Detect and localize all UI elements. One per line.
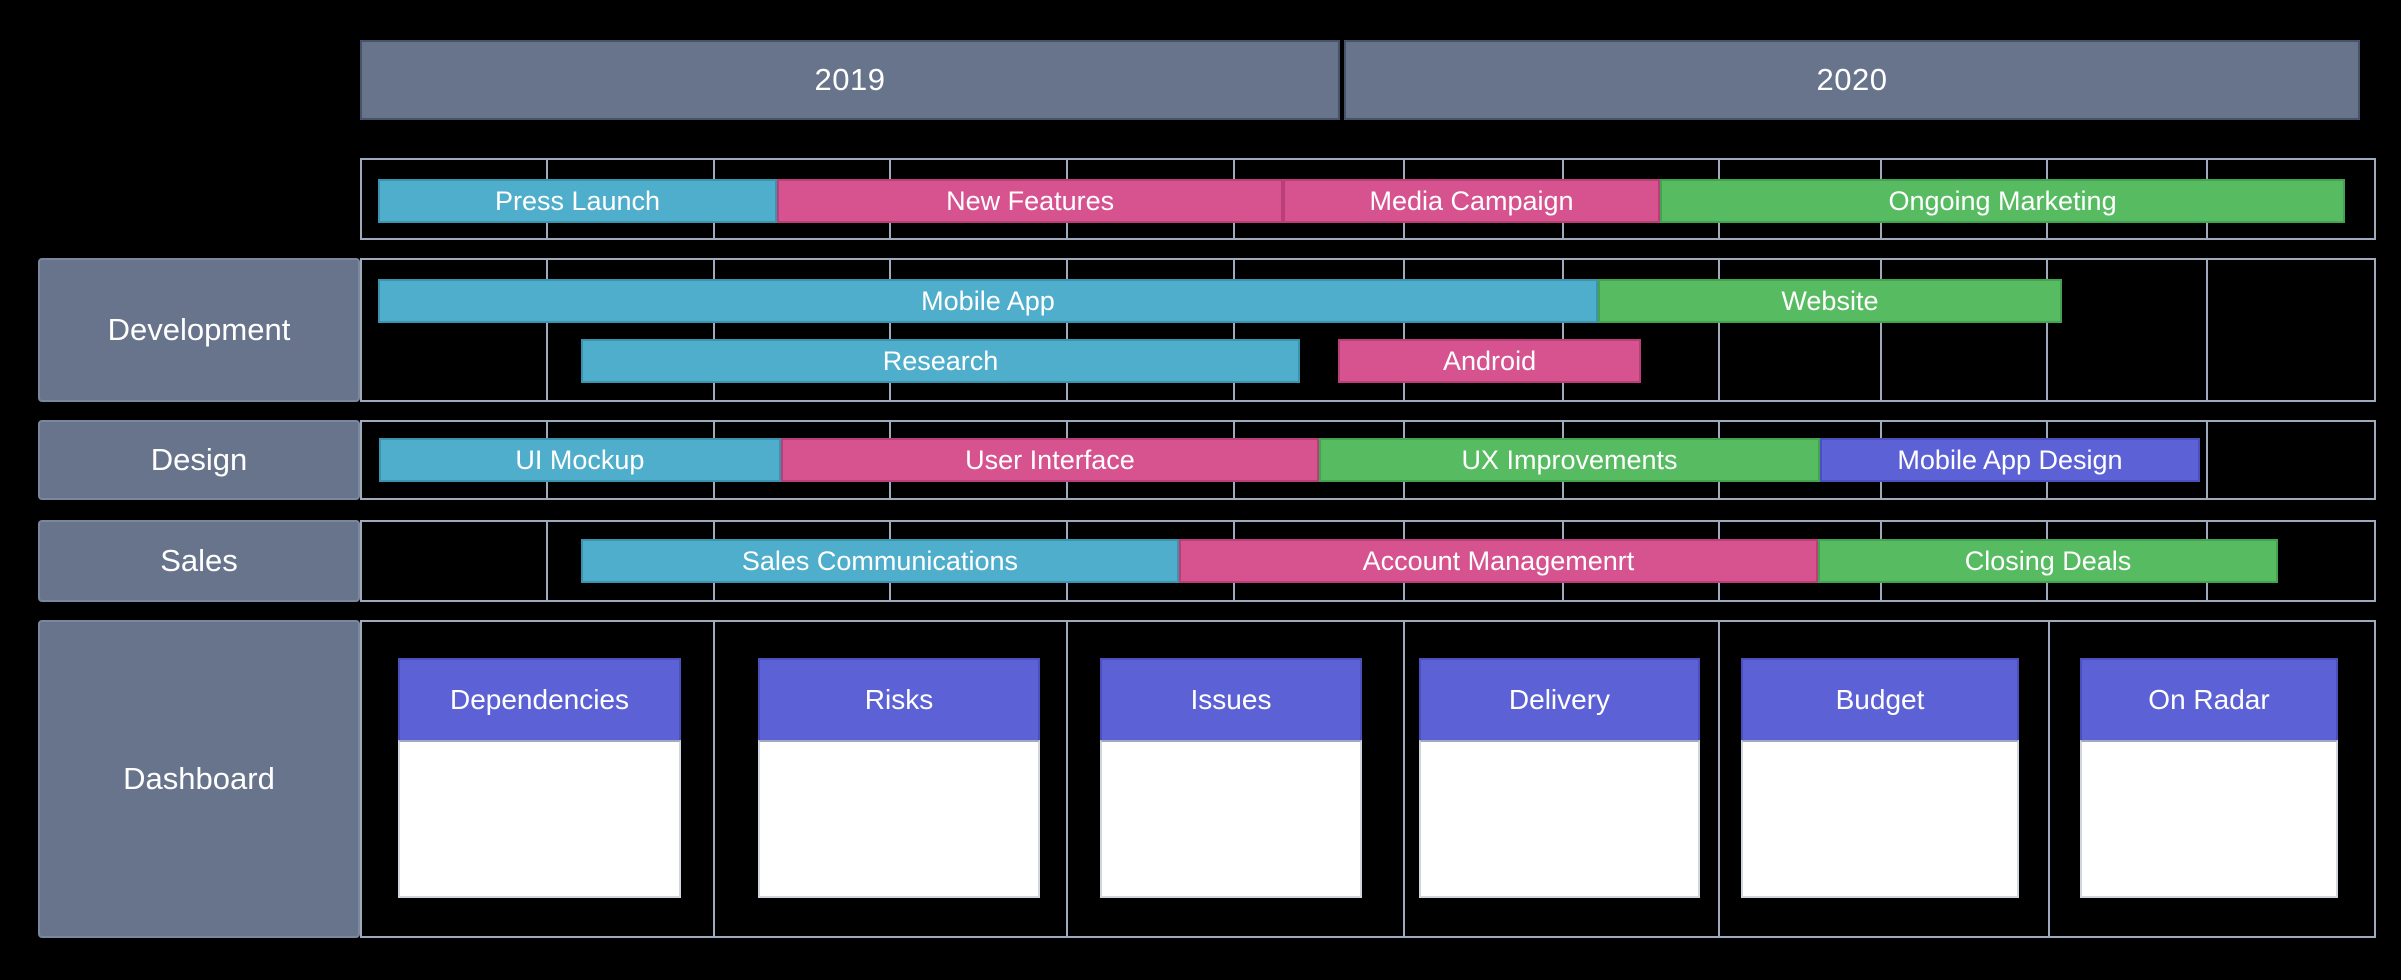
dashboard-card-body[interactable] bbox=[1741, 740, 2019, 898]
timeline-row-box bbox=[360, 258, 2376, 402]
gantt-bar-label: Sales Communications bbox=[741, 545, 1018, 576]
dashboard-card-body[interactable] bbox=[398, 740, 681, 898]
dashboard-card-body[interactable] bbox=[1100, 740, 1362, 898]
dashboard-card-budget[interactable]: Budget bbox=[1741, 658, 2019, 740]
gantt-bar-closing-deals[interactable]: Closing Deals bbox=[1817, 539, 2279, 583]
gantt-bar-sales-communications[interactable]: Sales Communications bbox=[580, 539, 1179, 583]
dashboard-row-box bbox=[360, 620, 2376, 938]
gridline bbox=[1233, 260, 1235, 400]
gridline bbox=[1562, 260, 1564, 400]
gridline bbox=[713, 622, 715, 936]
gridline bbox=[889, 260, 891, 400]
dashboard-card-title: Budget bbox=[1835, 684, 1925, 715]
section-label-design[interactable]: Design bbox=[38, 420, 360, 500]
timeline-row-box bbox=[360, 420, 2376, 500]
dashboard-card-on-radar[interactable]: On Radar bbox=[2080, 658, 2338, 740]
section-label-sales[interactable]: Sales bbox=[38, 520, 360, 602]
gridline bbox=[2206, 260, 2208, 400]
section-label-development[interactable]: Development bbox=[38, 258, 360, 402]
gantt-bar-user-interface[interactable]: User Interface bbox=[780, 438, 1319, 482]
gantt-bar-mobile-app[interactable]: Mobile App bbox=[377, 279, 1599, 323]
gridline bbox=[2046, 260, 2048, 400]
gridline bbox=[1880, 260, 1882, 400]
gantt-bar-label: Website bbox=[1781, 285, 1879, 316]
gantt-bar-ongoing-marketing[interactable]: Ongoing Marketing bbox=[1659, 179, 2346, 223]
gridline bbox=[1066, 260, 1068, 400]
gantt-bar-label: Mobile App bbox=[921, 285, 1055, 316]
dashboard-card-title: Delivery bbox=[1508, 684, 1611, 715]
gantt-bar-label: Press Launch bbox=[494, 185, 661, 216]
dashboard-card-body[interactable] bbox=[2080, 740, 2338, 898]
dashboard-card-title: Dependencies bbox=[449, 684, 630, 715]
gantt-bar-label: Account Managemenrt bbox=[1362, 545, 1635, 576]
gantt-bar-android[interactable]: Android bbox=[1337, 339, 1642, 383]
gantt-bar-website[interactable]: Website bbox=[1598, 279, 2062, 323]
gridline bbox=[2206, 422, 2208, 498]
gantt-bar-press-launch[interactable]: Press Launch bbox=[377, 179, 778, 223]
gridline bbox=[546, 522, 548, 600]
year-header-2019[interactable]: 2019 bbox=[360, 40, 1340, 120]
year-header-2020[interactable]: 2020 bbox=[1344, 40, 2360, 120]
dashboard-card-delivery[interactable]: Delivery bbox=[1419, 658, 1700, 740]
gantt-bar-account-managemenrt[interactable]: Account Managemenrt bbox=[1178, 539, 1818, 583]
dashboard-card-risks[interactable]: Risks bbox=[758, 658, 1040, 740]
gridline bbox=[546, 260, 548, 400]
section-label-dashboard[interactable]: Dashboard bbox=[38, 620, 360, 938]
gantt-bar-label: Media Campaign bbox=[1369, 185, 1574, 216]
gantt-bar-label: Closing Deals bbox=[1964, 545, 2132, 576]
gridline bbox=[1718, 260, 1720, 400]
gantt-bar-label: Ongoing Marketing bbox=[1888, 185, 2117, 216]
dashboard-card-body[interactable] bbox=[1419, 740, 1700, 898]
gantt-bar-label: UI Mockup bbox=[515, 444, 645, 475]
dashboard-card-title: Issues bbox=[1190, 684, 1272, 715]
gantt-bar-mobile-app-design[interactable]: Mobile App Design bbox=[1819, 438, 2200, 482]
dashboard-card-issues[interactable]: Issues bbox=[1100, 658, 1362, 740]
gantt-bar-research[interactable]: Research bbox=[580, 339, 1301, 383]
timeline-row-box bbox=[360, 520, 2376, 602]
gantt-bar-label: New Features bbox=[946, 185, 1115, 216]
timeline-row-box bbox=[360, 158, 2376, 240]
gridline bbox=[1066, 622, 1068, 936]
dashboard-card-dependencies[interactable]: Dependencies bbox=[398, 658, 681, 740]
gantt-bar-ux-improvements[interactable]: UX Improvements bbox=[1319, 438, 1820, 482]
gantt-bar-label: Research bbox=[882, 345, 999, 376]
gridline bbox=[2048, 622, 2050, 936]
gridline bbox=[1403, 260, 1405, 400]
dashboard-card-title: On Radar bbox=[2148, 684, 2270, 715]
gantt-bar-media-campaign[interactable]: Media Campaign bbox=[1283, 179, 1660, 223]
gridline bbox=[1403, 622, 1405, 936]
gridline bbox=[1718, 622, 1720, 936]
gantt-bar-new-features[interactable]: New Features bbox=[777, 179, 1284, 223]
gantt-bar-label: Mobile App Design bbox=[1897, 444, 2123, 475]
gantt-bar-ui-mockup[interactable]: UI Mockup bbox=[378, 438, 781, 482]
gantt-bar-label: User Interface bbox=[965, 444, 1135, 475]
dashboard-card-title: Risks bbox=[864, 684, 934, 715]
gridline bbox=[713, 260, 715, 400]
gantt-bar-label: Android bbox=[1443, 345, 1537, 376]
gantt-bar-label: UX Improvements bbox=[1461, 444, 1678, 475]
dashboard-card-body[interactable] bbox=[758, 740, 1040, 898]
